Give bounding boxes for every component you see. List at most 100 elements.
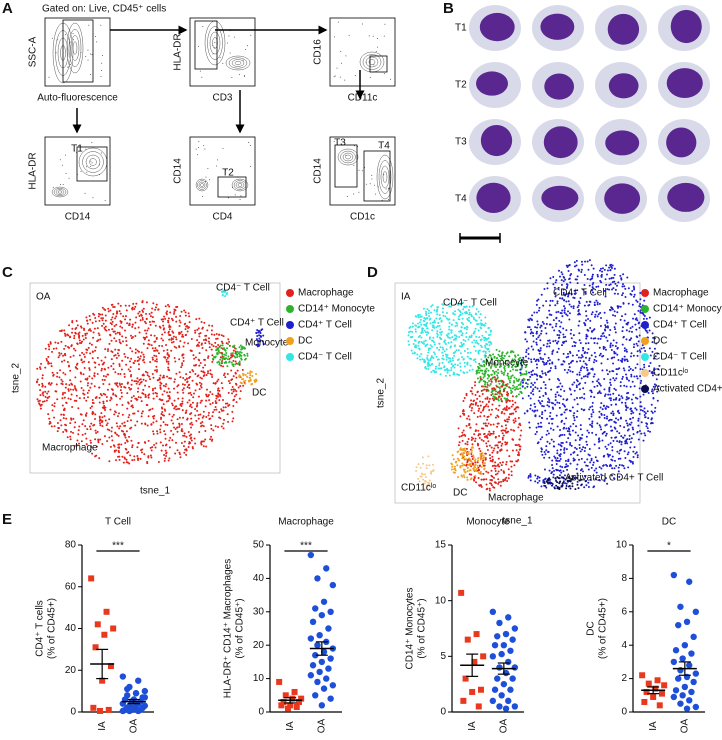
cell-point [584, 450, 586, 452]
cell-point [427, 352, 429, 354]
cell-point [65, 345, 67, 347]
cell-point [439, 328, 441, 330]
cell-point [589, 448, 591, 450]
cell-point [180, 366, 182, 368]
cell-point [169, 334, 171, 336]
cell-point [558, 386, 560, 388]
cell-point [91, 383, 93, 385]
cell-point [644, 407, 646, 409]
data-point [90, 705, 96, 711]
cell-point [531, 314, 533, 316]
cell-point [217, 347, 219, 349]
cell-point [563, 449, 565, 451]
cell-point [231, 364, 233, 366]
cell-point [54, 390, 56, 392]
cell-point [106, 396, 108, 398]
cell-point [470, 322, 472, 324]
cell-point [622, 283, 624, 285]
cell-point [530, 392, 532, 394]
cell-point [536, 367, 538, 369]
cell-point [578, 487, 580, 489]
cell-point [604, 424, 606, 426]
cell-point [609, 394, 611, 396]
data-point [124, 686, 130, 692]
cell-point [119, 384, 121, 386]
event-dot [358, 192, 359, 193]
cell-point [497, 409, 499, 411]
data-point [142, 688, 148, 694]
y-tick-label: 20 [253, 640, 265, 651]
cell-point [611, 449, 613, 451]
cell-point [68, 390, 70, 392]
flow-y-label: CD14 [313, 158, 324, 184]
nucleus [604, 183, 640, 214]
cell-point [482, 460, 484, 462]
cell-point [558, 337, 560, 339]
cell-point [536, 427, 538, 429]
cell-point [553, 455, 555, 457]
cell-point [59, 354, 61, 356]
cell-point [508, 416, 510, 418]
cell-point [591, 458, 593, 460]
cell-point [590, 395, 592, 397]
cell-point [589, 301, 591, 303]
cell-point [180, 403, 182, 405]
cell-point [591, 264, 593, 266]
cell-point [583, 284, 585, 286]
cell-point [500, 469, 502, 471]
cell-point [160, 441, 162, 443]
cell-point [109, 409, 111, 411]
cell-point [57, 430, 59, 432]
cell-point [108, 418, 110, 420]
cell-point [114, 371, 116, 373]
cell-point [186, 378, 188, 380]
cell-point [559, 383, 561, 385]
cell-point [609, 371, 611, 373]
cell-point [419, 335, 421, 337]
cell-point [578, 305, 580, 307]
cell-point [122, 340, 124, 342]
cell-point [182, 377, 184, 379]
cell-point [71, 321, 73, 323]
cell-point [538, 390, 540, 392]
cell-point [238, 346, 240, 348]
cell-point [574, 390, 576, 392]
cell-point [651, 404, 653, 406]
cell-point [464, 471, 466, 473]
cell-point [497, 369, 499, 371]
nucleus [608, 14, 639, 45]
cluster-annotation: Macrophage [488, 493, 544, 504]
cell-point [551, 439, 553, 441]
cell-point [515, 396, 517, 398]
cell-point [482, 401, 484, 403]
cell-point [464, 340, 466, 342]
cell-point [221, 361, 223, 363]
cell-point [638, 340, 640, 342]
cell-point [164, 460, 166, 462]
cell-point [125, 305, 127, 307]
cell-point [587, 465, 589, 467]
cell-point [111, 328, 113, 330]
cell-point [632, 417, 634, 419]
cell-point [450, 462, 452, 464]
cell-point [572, 423, 574, 425]
cell-point [574, 447, 576, 449]
cell-point [529, 326, 531, 328]
cell-point [190, 433, 192, 435]
cell-point [606, 322, 608, 324]
cell-point [538, 480, 540, 482]
y-tick-label: 40 [65, 623, 77, 634]
cell-point [161, 411, 163, 413]
cell-point [639, 303, 641, 305]
cell-point [119, 459, 121, 461]
cell-point [152, 357, 154, 359]
cell-point [151, 307, 153, 309]
cell-point [620, 443, 622, 445]
cell-point [221, 341, 223, 343]
cell-point [544, 372, 546, 374]
cell-point [625, 338, 627, 340]
cell-point [583, 486, 585, 488]
cell-point [491, 456, 493, 458]
cell-point [217, 392, 219, 394]
cell-point [534, 326, 536, 328]
